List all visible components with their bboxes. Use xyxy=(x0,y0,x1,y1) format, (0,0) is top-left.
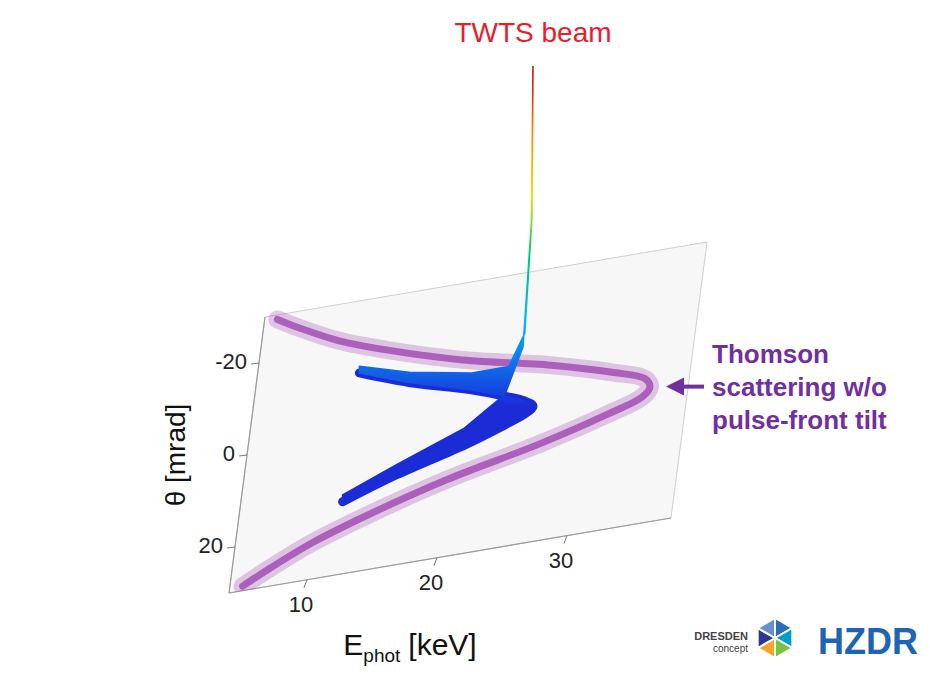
thomson-label-line: Thomson xyxy=(712,339,829,369)
x-tick xyxy=(434,558,437,566)
thomson-label: Thomsonscattering w/opulse-front tilt xyxy=(712,339,887,435)
x-tick xyxy=(304,580,307,588)
y-tick xyxy=(239,455,247,456)
x-tick-label: 30 xyxy=(549,548,573,573)
x-axis-title-main: E xyxy=(343,628,363,661)
thomson-arrow-head xyxy=(666,378,684,396)
x-tick xyxy=(564,536,567,544)
y-tick-label: 0 xyxy=(223,441,235,466)
twts-label: TWTS beam xyxy=(454,17,611,48)
x-axis-title-sub: phot xyxy=(363,645,401,666)
x-tick-label: 20 xyxy=(419,570,443,595)
x-tick-label: 10 xyxy=(289,592,313,617)
y-tick-label: -20 xyxy=(215,349,247,374)
thomson-label-line: pulse-front tilt xyxy=(712,405,887,435)
x-axis-title: Ephot [keV] xyxy=(343,628,476,666)
y-tick xyxy=(251,363,259,364)
logo-dresden-icon xyxy=(758,618,775,638)
y-tick-label: 20 xyxy=(199,533,223,558)
y-tick xyxy=(227,547,235,548)
floor xyxy=(229,242,707,593)
x-axis-title-unit: [keV] xyxy=(408,628,476,661)
logo-dresden-icon xyxy=(775,638,792,658)
logo-dresden-text: concept xyxy=(713,643,748,654)
twts-peak xyxy=(343,66,533,501)
logo-hzdr: HZDR xyxy=(818,621,918,662)
logo-dresden-text: DRESDEN xyxy=(694,630,748,642)
thomson-label-line: scattering w/o xyxy=(712,372,887,402)
y-axis-title: θ [mrad] xyxy=(160,404,191,507)
plot-area xyxy=(243,66,650,586)
chart: 10 20 30 -20 0 20 Ephot [keV] θ [mrad] TWTS beam T… xyxy=(0,0,930,689)
